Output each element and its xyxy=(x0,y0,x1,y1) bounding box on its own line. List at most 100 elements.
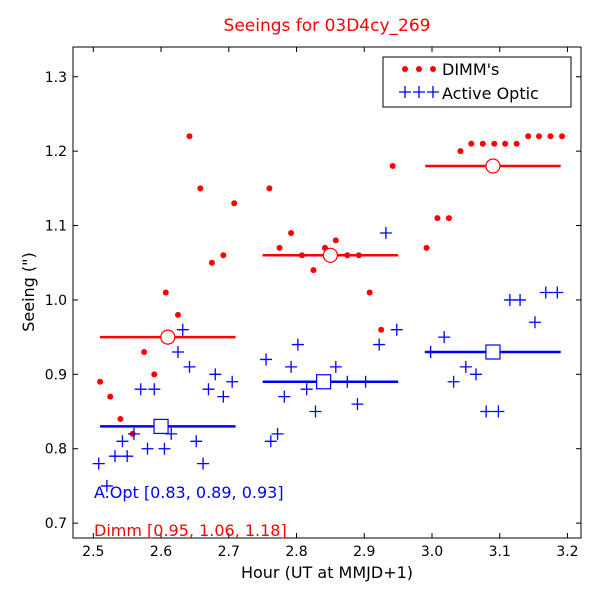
dimm-point-15 xyxy=(288,229,295,236)
active-optic-point-41 xyxy=(480,405,493,418)
y-tick-label-6: 1.3 xyxy=(45,70,67,86)
legend: DIMM's Active Optic xyxy=(382,56,572,108)
active-optic-point-18 xyxy=(217,390,230,403)
legend-dimm-marker xyxy=(402,66,436,72)
dimm-point-19 xyxy=(332,237,339,244)
legend-dimm-dot-2 xyxy=(430,66,436,72)
active-optic-point-32 xyxy=(359,375,372,388)
active-optic-point-13 xyxy=(183,360,196,373)
x-tick-label-4: 2.9 xyxy=(353,544,375,560)
dimm-point-31 xyxy=(491,140,498,147)
active-optic-point-33 xyxy=(373,338,386,351)
dimm-point-21 xyxy=(355,252,362,259)
active-optic-point-1 xyxy=(100,479,113,492)
x-tick-label-0: 2.5 xyxy=(82,544,104,560)
dimm-point-9 xyxy=(197,185,204,192)
active-optic-point-8 xyxy=(148,383,161,396)
active-optic-point-27 xyxy=(309,405,322,418)
dimm-point-33 xyxy=(513,140,520,147)
active-optic-point-43 xyxy=(503,293,516,306)
active-optic-point-0 xyxy=(92,457,105,470)
active-optic-point-15 xyxy=(197,457,210,470)
legend-dimm-dot-1 xyxy=(416,66,422,72)
y-tick-label-5: 1.2 xyxy=(45,144,67,160)
dimm-point-7 xyxy=(174,311,181,318)
dimm-point-17 xyxy=(310,267,317,274)
dimm-point-27 xyxy=(445,215,452,222)
dimm-point-30 xyxy=(479,140,486,147)
y-axis-label: Seeing (") xyxy=(19,252,38,332)
legend-active-optic-label: Active Optic xyxy=(442,84,539,103)
dimm-point-14 xyxy=(276,244,283,251)
active-optic-median-marker-0 xyxy=(153,418,169,435)
active-optic-point-17 xyxy=(209,368,222,381)
dimm-point-37 xyxy=(559,133,566,140)
active-optic-point-44 xyxy=(514,293,527,306)
active-optic-point-22 xyxy=(271,427,284,440)
chart-title: Seeings for 03D4cy_269 xyxy=(224,16,431,36)
active-optic-point-46 xyxy=(539,286,552,299)
legend-active-optic-plus-0 xyxy=(399,86,411,98)
dimm-point-5 xyxy=(151,371,158,378)
active-optic-point-42 xyxy=(492,405,505,418)
active-optic-point-9 xyxy=(158,442,171,455)
active-optic-point-40 xyxy=(470,368,483,381)
active-optic-point-39 xyxy=(459,360,472,373)
plot-marks xyxy=(92,133,566,492)
dimm-median-marker-1 xyxy=(322,247,338,263)
active-optic-point-2 xyxy=(108,450,121,463)
active-optic-point-29 xyxy=(329,360,342,373)
legend-active-optic-marker xyxy=(399,86,439,98)
dimm-point-26 xyxy=(434,215,441,222)
x-tick-label-2: 2.7 xyxy=(218,544,240,560)
legend-box xyxy=(382,56,572,108)
dimm-point-24 xyxy=(389,163,396,170)
dimm-point-28 xyxy=(457,148,464,155)
legend-active-optic-plus-1 xyxy=(413,86,425,98)
active-optic-point-37 xyxy=(438,331,451,344)
y-tick-label-3: 1.0 xyxy=(45,293,67,309)
active-optic-point-25 xyxy=(291,338,304,351)
dimm-point-36 xyxy=(547,133,554,140)
dimm-point-29 xyxy=(468,140,475,147)
dimm-median-marker-0 xyxy=(160,329,176,345)
active-optic-point-36 xyxy=(424,346,437,359)
active-optic-point-5 xyxy=(127,427,140,440)
active-optic-summary: A.Opt [0.83, 0.89, 0.93] xyxy=(94,483,284,502)
active-optic-point-7 xyxy=(141,442,154,455)
active-optic-point-19 xyxy=(226,375,239,388)
active-optic-point-16 xyxy=(202,383,215,396)
active-optic-median-marker-2 xyxy=(485,344,501,360)
axis-ticks: 2.5 2.6 2.7 2.8 2.9 3.0 3.1 3.2 0.7 0.8 0.9 1.0 1.1 1… xyxy=(45,47,581,560)
dimm-point-11 xyxy=(220,252,227,259)
y-tick-label-1: 0.8 xyxy=(45,442,67,458)
x-tick-label-5: 3.0 xyxy=(421,544,443,560)
x-tick-label-3: 2.8 xyxy=(285,544,307,560)
dimm-point-8 xyxy=(186,133,193,140)
active-optic-point-45 xyxy=(528,316,541,329)
active-optic-point-30 xyxy=(341,375,354,388)
dimm-point-2 xyxy=(117,415,124,422)
active-optic-point-3 xyxy=(116,435,129,448)
dimm-point-23 xyxy=(378,326,385,333)
active-optic-point-26 xyxy=(300,383,313,396)
dimm-point-16 xyxy=(298,252,305,259)
dimm-point-32 xyxy=(502,140,509,147)
active-optic-point-38 xyxy=(447,375,460,388)
dimm-point-13 xyxy=(266,185,273,192)
active-optic-point-4 xyxy=(121,450,134,463)
x-axis-label: Hour (UT at MMJD+1) xyxy=(241,563,413,582)
active-optic-point-24 xyxy=(285,360,298,373)
active-optic-point-31 xyxy=(351,398,364,411)
dimm-point-25 xyxy=(423,244,430,251)
active-optic-point-21 xyxy=(264,435,277,448)
active-optic-point-35 xyxy=(390,323,403,336)
active-optic-median-marker-1 xyxy=(316,374,332,390)
active-optic-point-34 xyxy=(379,226,392,239)
x-tick-label-1: 2.6 xyxy=(150,544,172,560)
x-tick-label-6: 3.1 xyxy=(489,544,511,560)
active-optic-point-14 xyxy=(190,435,203,448)
dimm-point-1 xyxy=(107,393,114,400)
active-optic-point-12 xyxy=(176,323,189,336)
